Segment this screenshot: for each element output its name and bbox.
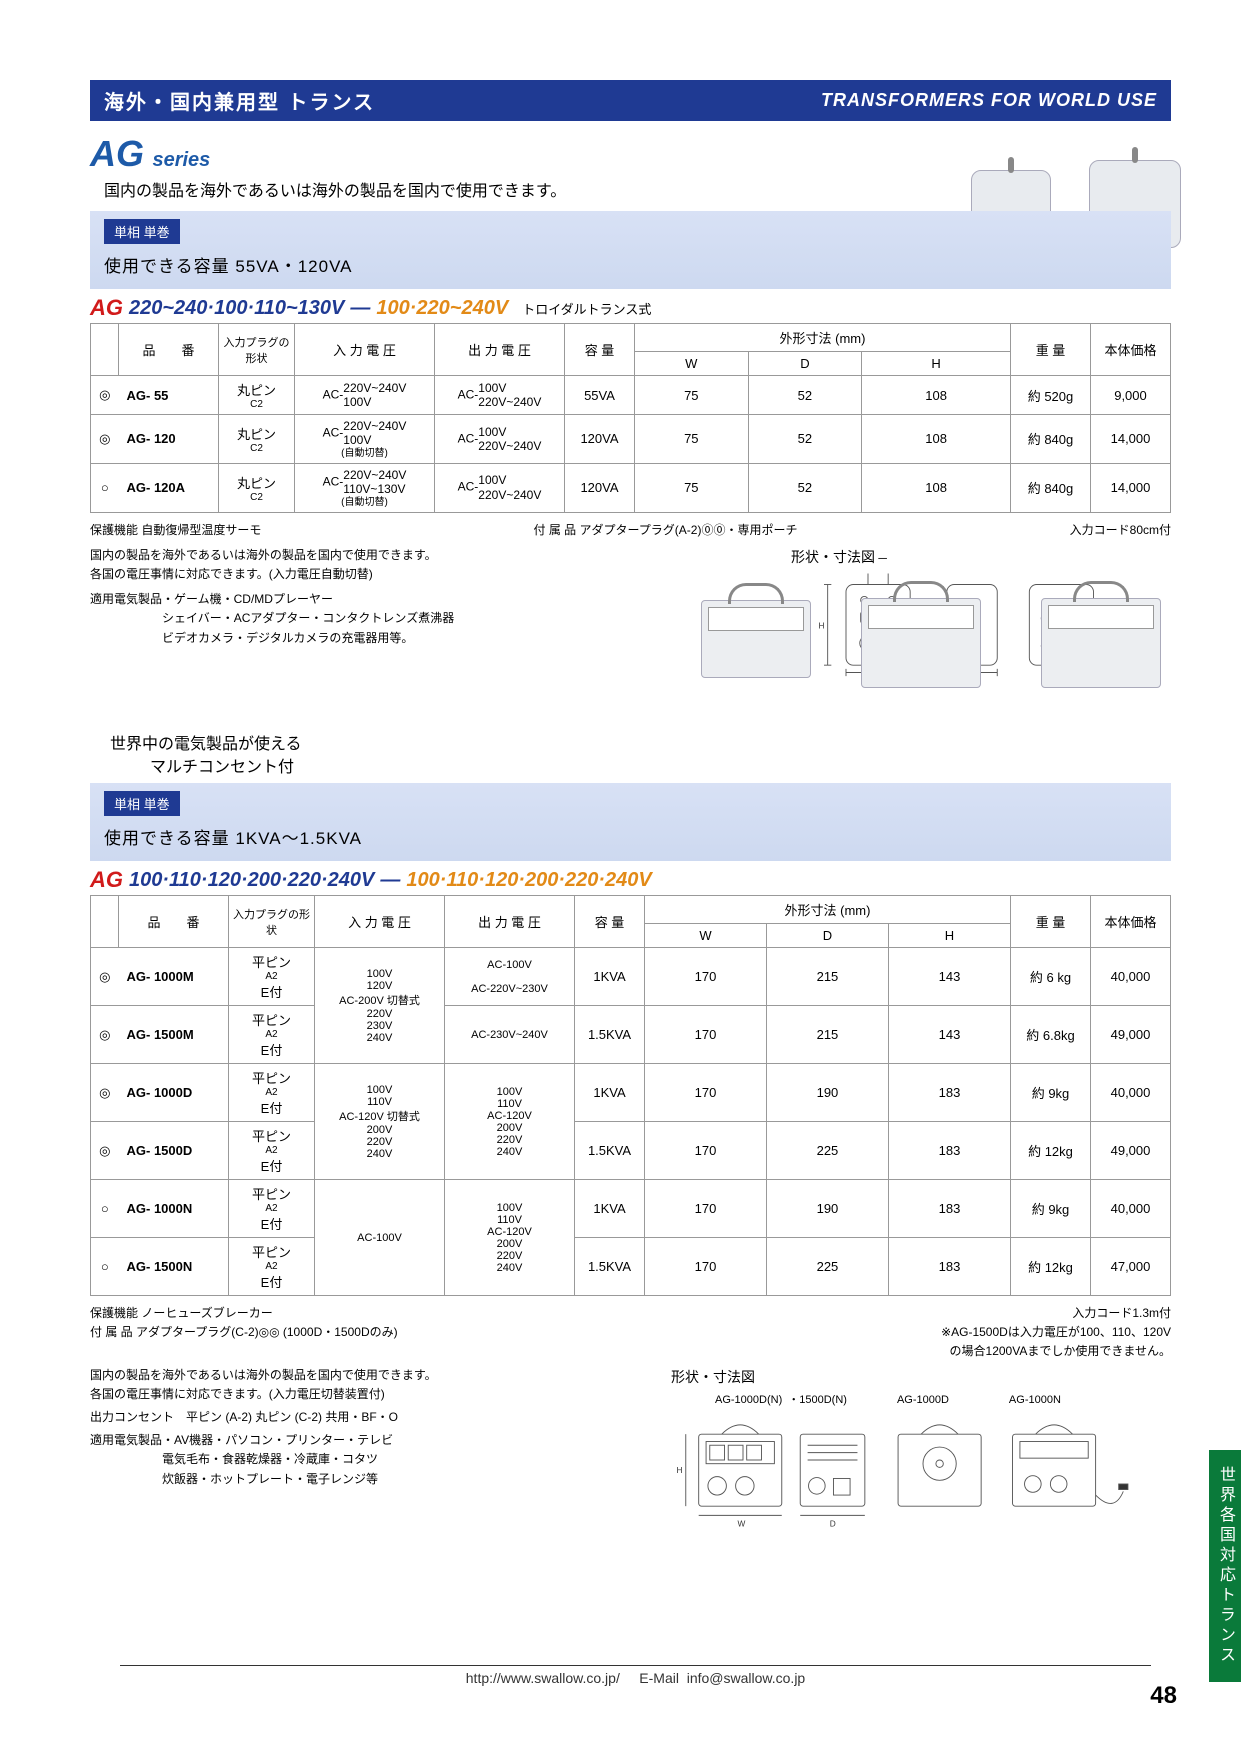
col-vin: 入 力 電 圧: [295, 324, 435, 376]
footer-url: http://www.swallow.co.jp/: [466, 1670, 620, 1686]
section2-pretext: 世界中の電気製品が使える マルチコンセント付: [110, 734, 1171, 779]
title-bar: 海外・国内兼用型 トランス TRANSFORMERS FOR WORLD USE: [90, 80, 1171, 121]
table-row: ◎AG- 1500D 平ピンA2 E付 1.5KVA170225183約 12k…: [91, 1122, 1171, 1180]
note6: ビデオカメラ・デジタルカメラの充電器用等。: [90, 629, 779, 648]
svg-text:H: H: [677, 1465, 683, 1475]
section1-notes: 保護機能 自動復帰型温度サーモ 付 属 品 アダプタープラグ(A-2)⓪⓪・専用…: [90, 521, 1171, 685]
phase-chip: 単相 単巻: [104, 219, 180, 244]
col-model: 品 番: [119, 324, 219, 376]
voltage-row-1: AG 220~240·100·110~130V — 100·220~240V ト…: [90, 295, 1171, 321]
product-image-d: [861, 598, 981, 688]
volt-ag: AG: [90, 295, 123, 321]
table-row: ◎AG- 1000D 平ピンA2 E付 100V110VAC-120V 切替式2…: [91, 1064, 1171, 1122]
footer: http://www.swallow.co.jp/ E-Mail info@sw…: [120, 1665, 1151, 1686]
table-row: ○ AG- 120A 丸ピンC2 AC-220V~240V110V~130V(自…: [91, 463, 1171, 512]
section2-band: 単相 単巻 使用できる容量 1KVA～1.5KVA: [90, 783, 1171, 861]
capacity-line: 使用できる容量 55VA・120VA: [104, 252, 1157, 277]
footer-email-label: E-Mail: [639, 1670, 679, 1686]
volt-blue: 220~240·100·110~130V: [129, 297, 344, 320]
phase-chip-2: 単相 単巻: [104, 791, 180, 816]
table-row: ◎ AG- 120 丸ピンC2 AC-220V~240V100V(自動切替) A…: [91, 415, 1171, 464]
svg-text:D: D: [830, 1518, 836, 1528]
side-tab: 世界各国対応トランス: [1209, 1450, 1241, 1682]
note1c: 入力コード80cm付: [1070, 521, 1171, 540]
section2-notes: 保護機能 ノーヒューズブレーカー 入力コード1.3m付 付 属 品 アダプタープ…: [90, 1304, 1171, 1538]
title-en: TRANSFORMERS FOR WORLD USE: [821, 90, 1157, 111]
volt-orange: 100·220~240V: [376, 297, 508, 320]
note4: 適用電気製品・ゲーム機・CD/MDプレーヤー: [90, 590, 779, 609]
note1a: 保護機能 自動復帰型温度サーモ: [90, 521, 261, 540]
volt-dash: —: [350, 297, 370, 320]
table-row: ◎AG- 1000M 平ピンA2 E付 100V120VAC-200V 切替式2…: [91, 948, 1171, 1006]
col-vout: 出 力 電 圧: [435, 324, 565, 376]
svg-text:W: W: [737, 1518, 745, 1528]
product-image-m: [701, 600, 811, 678]
section1-band: 単相 単巻 使用できる容量 55VA・120VA: [90, 211, 1171, 289]
table-row: ◎ AG- 55 丸ピンC2 AC-220V~240V100V AC-100V2…: [91, 376, 1171, 415]
page-number: 48: [1150, 1682, 1177, 1710]
capacity-line-2: 使用できる容量 1KVA～1.5KVA: [104, 824, 1157, 849]
note3: 各国の電圧事情に対応できます。(入力電圧自動切替): [90, 565, 779, 584]
spec-table-2: 品 番 入力プラグの形状 入 力 電 圧 出 力 電 圧 容 量 外形寸法 (m…: [90, 895, 1171, 1296]
product-image-n: [1041, 598, 1161, 688]
dims-diagram-2: 形状・寸法図 AG-1000D(N) ・1500D(N) AG-1000D AG…: [671, 1366, 1171, 1538]
note2: 国内の製品を海外であるいは海外の製品を国内で使用できます。: [90, 546, 779, 565]
col-d: D: [748, 352, 862, 376]
table-row: ○AG- 1500N 平ピンA2 E付 1.5KVA170225183約 12k…: [91, 1238, 1171, 1296]
note1b: 付 属 品 アダプタープラグ(A-2)⓪⓪・専用ポーチ: [534, 521, 798, 540]
svg-text:H: H: [818, 622, 824, 631]
volt-note: トロイダルトランス式: [522, 299, 651, 318]
col-cap: 容 量: [565, 324, 635, 376]
series-ag: AG: [90, 133, 144, 175]
col-h: H: [862, 352, 1011, 376]
col-dims: 外形寸法 (mm): [635, 324, 1011, 352]
col-plug: 入力プラグの形状: [219, 324, 295, 376]
table-row: ○AG- 1000N 平ピンA2 E付 AC-100V 100V110VAC-1…: [91, 1180, 1171, 1238]
voltage-row-2: AG 100·110·120·200·220·240V — 100·110·12…: [90, 867, 1171, 893]
col-price: 本体価格: [1091, 324, 1171, 376]
note5: シェイバー・ACアダプター・コンタクトレンズ煮沸器: [90, 609, 779, 628]
table-row: ◎AG- 1500M 平ピンA2 E付 AC-230V~240V 1.5KVA1…: [91, 1006, 1171, 1064]
col-weight: 重 量: [1011, 324, 1091, 376]
spec-table-1: 品 番 入力プラグの形状 入 力 電 圧 出 力 電 圧 容 量 外形寸法 (m…: [90, 323, 1171, 513]
col-w: W: [635, 352, 749, 376]
series-word: series: [152, 149, 210, 172]
footer-email: info@swallow.co.jp: [687, 1670, 806, 1686]
title-jp: 海外・国内兼用型 トランス: [104, 86, 375, 115]
